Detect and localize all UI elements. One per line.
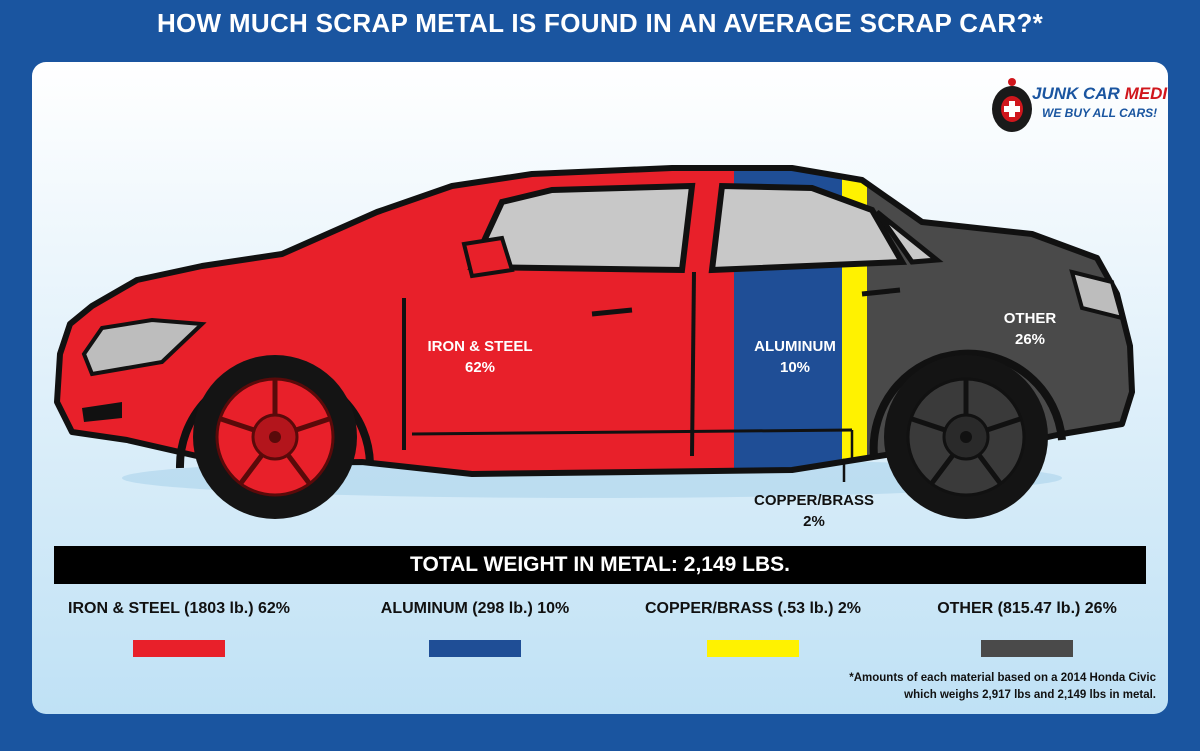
- infographic-panel: JUNK CAR MEDICS WE BUY ALL CARS! IRON & …: [32, 62, 1168, 714]
- rear-wheel-arch: [869, 349, 1066, 457]
- legend-item-other: OTHER (815.47 lb.) 26%: [892, 600, 1162, 657]
- other-name: OTHER: [1003, 310, 1057, 327]
- legend-label-aluminum: ALUMINUM (298 lb.) 10%: [380, 600, 570, 617]
- legend-item-iron-steel: IRON & STEEL (1803 lb.) 62%: [44, 600, 314, 657]
- iron-steel-name: IRON & STEEL: [427, 338, 533, 355]
- legend-label-iron-steel: IRON & STEEL (1803 lb.) 62%: [68, 600, 290, 617]
- page-title: HOW MUCH SCRAP METAL IS FOUND IN AN AVER…: [156, 8, 1044, 38]
- legend-swatch-other: [981, 640, 1073, 657]
- front-window: [467, 182, 696, 274]
- copper-brass-name: COPPER/BRASS: [753, 492, 875, 509]
- aluminum-car-label: ALUMINUM 10%: [730, 336, 860, 378]
- body-outline: [54, 165, 1135, 477]
- copper-callout-line: [842, 430, 854, 482]
- center-pillar-line: [690, 271, 696, 457]
- tire-logo-icon: [992, 78, 1032, 132]
- tail-light: [1069, 269, 1125, 321]
- copper-brass-callout-label: COPPER/BRASS 2%: [744, 490, 884, 532]
- legend-label-copper-brass: COPPER/BRASS (.53 lb.) 2%: [644, 600, 862, 617]
- footnote-line-1: *Amounts of each material based on a 201…: [849, 672, 1156, 684]
- junk-car-medics-logo: JUNK CAR MEDICS WE BUY ALL CARS!: [990, 76, 1168, 136]
- rocker-line: [411, 428, 853, 436]
- footnote-line-2: which weighs 2,917 lbs and 2,149 lbs in …: [904, 689, 1156, 701]
- legend-label-other: OTHER (815.47 lb.) 26%: [937, 600, 1117, 617]
- other-percent: 26%: [1014, 331, 1046, 348]
- total-weight-bar: TOTAL WEIGHT IN METAL: 2,149 LBS.: [54, 546, 1146, 584]
- headlight: [81, 317, 207, 377]
- side-mirror: [461, 235, 515, 279]
- iron-steel-percent: 62%: [464, 359, 496, 376]
- aluminum-name: ALUMINUM: [754, 338, 836, 355]
- legend-swatch-aluminum: [429, 640, 521, 657]
- copper-brass-percent: 2%: [803, 513, 825, 530]
- front-door-handle: [591, 307, 633, 317]
- aluminum-percent: 10%: [779, 359, 811, 376]
- front-wheel: [193, 355, 357, 519]
- logo-tagline: WE BUY ALL CARS!: [1042, 106, 1158, 120]
- rear-window: [708, 182, 908, 274]
- rear-door-handle: [861, 287, 901, 297]
- legend-swatch-copper-brass: [707, 640, 799, 657]
- legend-item-aluminum: ALUMINUM (298 lb.) 10%: [340, 600, 610, 657]
- quarter-window: [874, 210, 944, 265]
- footnote: *Amounts of each material based on a 201…: [849, 670, 1156, 704]
- other-car-label: OTHER 26%: [980, 308, 1080, 350]
- car-illustration: [54, 165, 1135, 519]
- rear-wheel: [884, 355, 1048, 519]
- fog-light: [82, 402, 122, 422]
- ground-shadow: [122, 458, 1062, 498]
- legend-item-copper-brass: COPPER/BRASS (.53 lb.) 2%: [618, 600, 888, 657]
- iron-steel-car-label: IRON & STEEL 62%: [410, 336, 550, 378]
- legend-swatch-iron-steel: [133, 640, 225, 657]
- logo-name: JUNK CAR MEDICS: [1032, 84, 1168, 103]
